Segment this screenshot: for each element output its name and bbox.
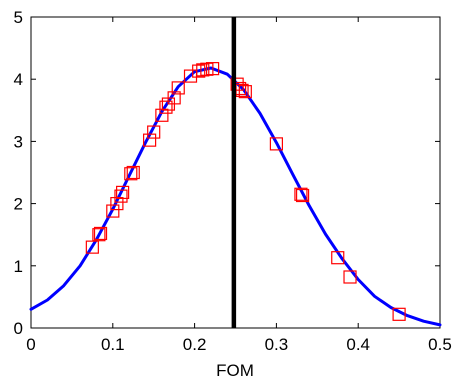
y-tick-label: 2 bbox=[14, 195, 23, 214]
data-point-marker bbox=[143, 133, 157, 147]
data-point-marker bbox=[171, 81, 185, 95]
data-point-marker bbox=[92, 228, 106, 242]
data-point-marker bbox=[295, 188, 310, 203]
data-point-marker bbox=[147, 125, 161, 139]
x-tick-label: 0.5 bbox=[428, 335, 452, 354]
x-tick-label: 0.3 bbox=[265, 335, 289, 354]
data-point-marker bbox=[205, 62, 220, 76]
x-tick-label: 0.1 bbox=[101, 335, 125, 354]
x-tick-label: 0.2 bbox=[183, 335, 207, 354]
data-point-marker bbox=[167, 91, 181, 105]
data-point-marker bbox=[331, 251, 345, 265]
data-point-marker bbox=[196, 63, 210, 77]
data-point-marker bbox=[343, 270, 357, 284]
data-point-marker bbox=[93, 226, 108, 241]
data-point-marker bbox=[106, 204, 120, 218]
data-point-marker bbox=[269, 137, 283, 151]
y-tick-label: 3 bbox=[14, 132, 23, 151]
data-point-marker bbox=[294, 187, 308, 201]
data-point-marker bbox=[159, 100, 173, 114]
data-point-marker bbox=[392, 307, 406, 321]
x-tick-label: 0 bbox=[26, 335, 35, 354]
x-tick-label: 0.4 bbox=[346, 335, 370, 354]
y-tick-label: 4 bbox=[14, 70, 23, 89]
data-point-marker bbox=[114, 189, 128, 203]
marker-layer bbox=[85, 62, 406, 321]
y-tick-label: 5 bbox=[14, 8, 23, 27]
ticks-layer: 0 0.1 0.2 0.3 0.4 0.5 0 1 2 3 4 5 bbox=[14, 8, 452, 354]
y-tick-label: 0 bbox=[14, 319, 23, 338]
data-point-marker bbox=[124, 167, 138, 181]
data-point-marker bbox=[116, 185, 130, 200]
data-point-marker bbox=[126, 165, 140, 180]
data-point-marker bbox=[192, 64, 206, 78]
data-point-marker bbox=[238, 85, 252, 99]
y-tick-label: 1 bbox=[14, 257, 23, 276]
x-axis-label: FOM bbox=[216, 361, 254, 380]
